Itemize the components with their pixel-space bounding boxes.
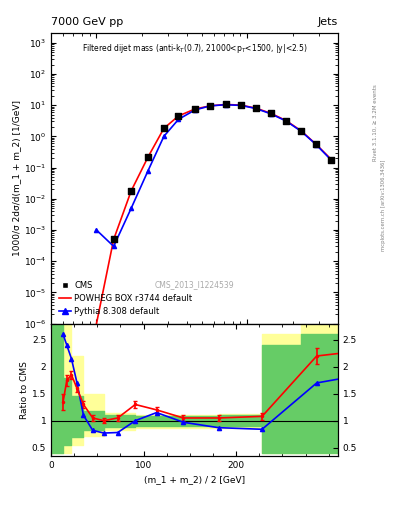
Point bbox=[298, 127, 304, 135]
Legend: CMS, POWHEG BOX r3744 default, Pythia 8.308 default: CMS, POWHEG BOX r3744 default, Pythia 8.… bbox=[55, 278, 196, 319]
Y-axis label: Ratio to CMS: Ratio to CMS bbox=[20, 361, 29, 419]
Point bbox=[283, 116, 289, 124]
Text: Jets: Jets bbox=[318, 16, 338, 27]
Point bbox=[328, 156, 334, 164]
Point bbox=[192, 105, 198, 113]
Point bbox=[161, 124, 167, 133]
Point bbox=[175, 112, 182, 120]
Text: Rivet 3.1.10, ≥ 3.2M events: Rivet 3.1.10, ≥ 3.2M events bbox=[373, 84, 378, 161]
Text: Filtered dijet mass (anti-k$_T$(0.7), 21000<p$_T$<1500, |y|<2.5): Filtered dijet mass (anti-k$_T$(0.7), 21… bbox=[82, 42, 307, 55]
Point bbox=[145, 153, 151, 161]
Text: 7000 GeV pp: 7000 GeV pp bbox=[51, 16, 123, 27]
Text: CMS_2013_I1224539: CMS_2013_I1224539 bbox=[155, 280, 234, 289]
Point bbox=[268, 109, 274, 117]
Point bbox=[253, 104, 259, 112]
X-axis label: (m_1 + m_2) / 2 [GeV]: (m_1 + m_2) / 2 [GeV] bbox=[144, 475, 245, 484]
Point bbox=[222, 100, 229, 109]
Y-axis label: 1000/σ 2dσ/d(m_1 + m_2) [1/GeV]: 1000/σ 2dσ/d(m_1 + m_2) [1/GeV] bbox=[12, 100, 21, 257]
Text: mcplots.cern.ch [arXiv:1306.3436]: mcplots.cern.ch [arXiv:1306.3436] bbox=[381, 159, 386, 250]
Point bbox=[110, 236, 117, 244]
Point bbox=[207, 102, 213, 110]
Point bbox=[128, 187, 134, 195]
Point bbox=[313, 140, 320, 148]
Point bbox=[238, 101, 244, 109]
